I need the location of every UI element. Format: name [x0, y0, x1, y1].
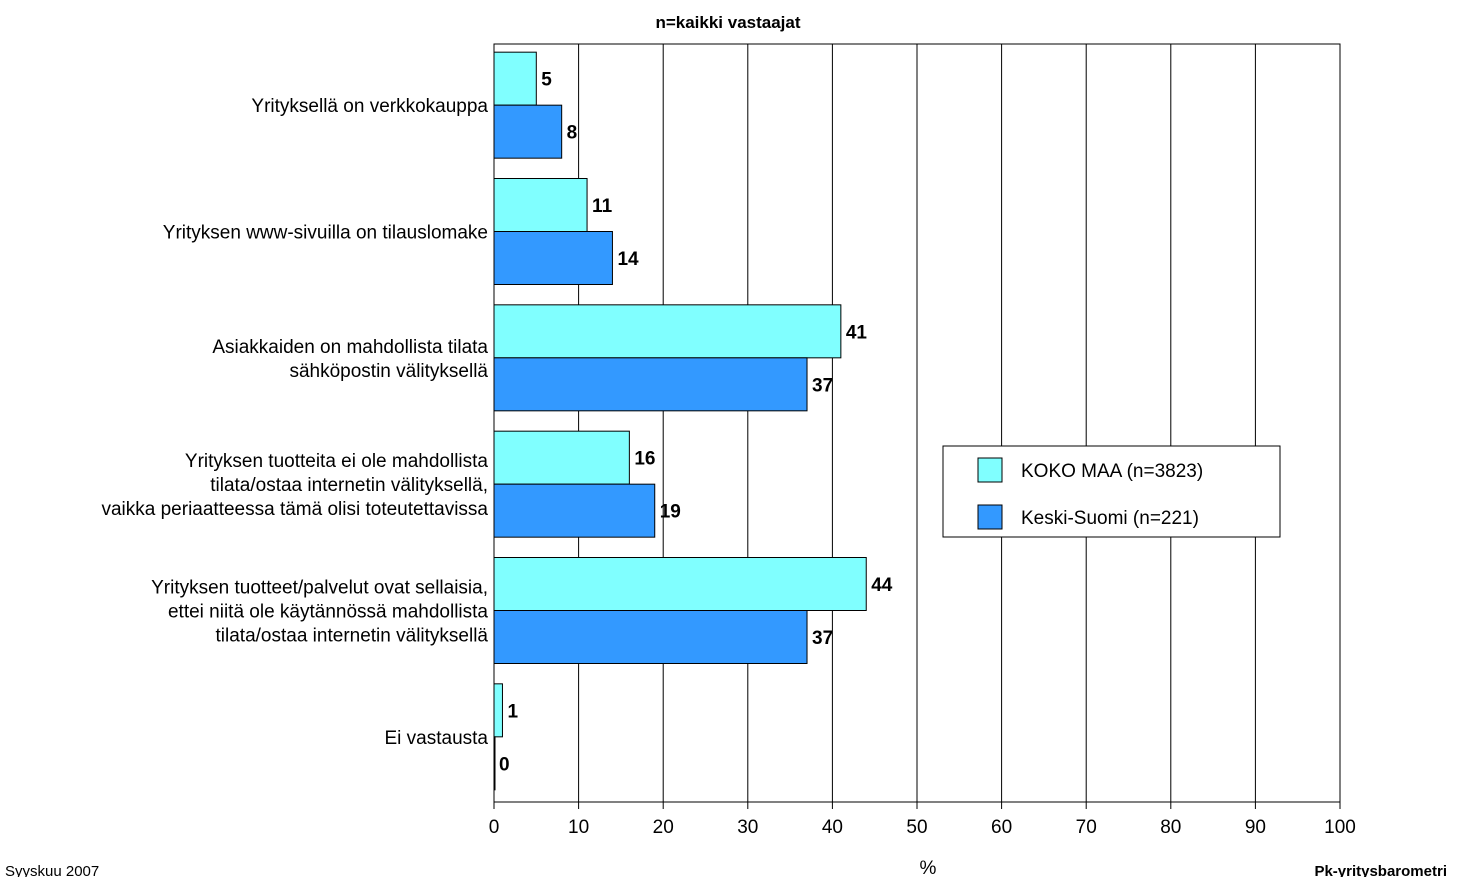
data-label: 0	[499, 754, 510, 775]
legend-label-koko-maa: KOKO MAA (n=3823)	[1021, 461, 1203, 482]
bar-koko-maa	[493, 430, 630, 485]
x-tick-label: 90	[1245, 817, 1266, 838]
footer-source: Pk-yritysbarometri	[1314, 863, 1447, 877]
data-label: 16	[634, 449, 655, 470]
bar-koko-maa	[493, 178, 588, 232]
category-label: Yrityksellä on verkkokauppa	[251, 96, 488, 117]
data-label: 14	[617, 249, 639, 270]
bar-koko-maa	[493, 557, 867, 611]
x-tick-label: 70	[1076, 817, 1097, 838]
x-tick-label: 80	[1160, 817, 1181, 838]
x-tick-label: 50	[906, 817, 927, 838]
data-label: 41	[846, 322, 868, 343]
category-label: Asiakkaiden on mahdollista tilata	[212, 337, 488, 358]
category-label: tilata/ostaa internetin välityksellä	[216, 626, 489, 647]
x-tick-label: 20	[653, 817, 674, 838]
data-labels: 5 8 11 14 41 37 16 19 44 37 1 0	[499, 70, 893, 776]
category-label: Ei vastausta	[385, 728, 489, 749]
gridlines	[493, 44, 1341, 809]
data-label: 5	[541, 70, 552, 91]
bars	[493, 51, 867, 791]
bar-keski-suomi	[493, 483, 656, 538]
footer-date: Syyskuu 2007	[5, 863, 99, 877]
x-tick-label: 40	[822, 817, 843, 838]
category-label: Yrityksen tuotteita ei ole mahdollista	[185, 451, 489, 472]
x-tick-labels: 0 10 20 30 40 50 60 70 80 90 100	[489, 817, 1356, 838]
x-tick-label: 10	[568, 817, 589, 838]
category-label: vaikka periaatteessa tämä olisi toteutet…	[101, 499, 488, 520]
legend-swatch-koko-maa	[977, 457, 1003, 483]
data-label: 19	[660, 502, 681, 523]
category-label: sähköpostin välityksellä	[289, 361, 488, 382]
bar-koko-maa	[493, 51, 537, 106]
data-label: 44	[871, 575, 893, 596]
x-axis-label: %	[920, 858, 937, 877]
bar-koko-maa	[493, 683, 503, 738]
legend: KOKO MAA (n=3823) Keski-Suomi (n=221)	[942, 445, 1281, 538]
bar-keski-suomi	[493, 610, 808, 664]
legend-label-keski-suomi: Keski-Suomi (n=221)	[1021, 508, 1199, 529]
category-labels: Yrityksellä on verkkokauppa Yrityksen www…	[101, 96, 488, 749]
data-label: 8	[567, 123, 578, 144]
data-label: 37	[812, 628, 833, 649]
x-tick-label: 0	[489, 817, 500, 838]
x-tick-label: 100	[1324, 817, 1356, 838]
data-label: 1	[507, 701, 518, 722]
category-label: ettei niitä ole käytännössä mahdollista	[168, 602, 488, 623]
data-label: 37	[812, 375, 833, 396]
category-label: tilata/ostaa internetin välityksellä,	[210, 475, 488, 496]
category-label: Yrityksen www-sivuilla on tilauslomake	[163, 223, 488, 244]
category-label: Yrityksen tuotteet/palvelut ovat sellais…	[151, 578, 488, 599]
bar-koko-maa	[493, 304, 842, 359]
x-tick-label: 60	[991, 817, 1012, 838]
data-label: 11	[592, 196, 613, 217]
x-tick-label: 30	[737, 817, 758, 838]
plot-frame	[493, 43, 1341, 803]
legend-swatch-keski-suomi	[977, 504, 1003, 530]
chart-title: n=kaikki vastaajat	[655, 13, 800, 32]
bar-keski-suomi	[493, 231, 613, 285]
bar-keski-suomi	[493, 357, 808, 412]
bar-keski-suomi	[493, 104, 563, 159]
